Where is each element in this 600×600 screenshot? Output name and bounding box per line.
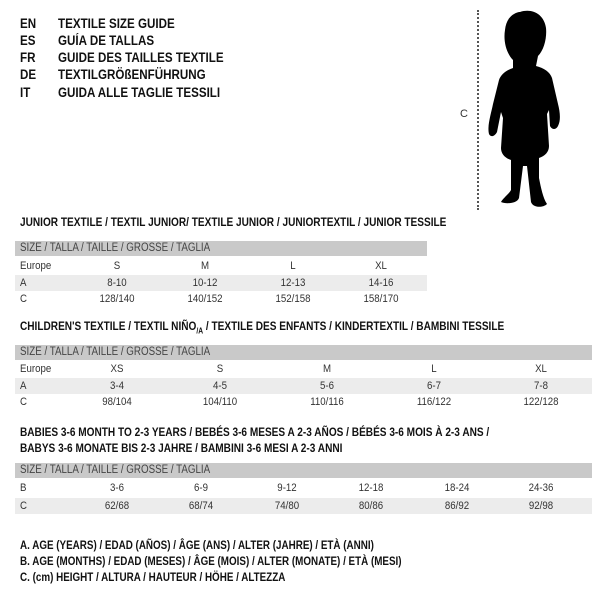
heading-text: CHILDREN'S TEXTILE / TEXTIL NIÑO	[20, 319, 197, 333]
table-cell: 92/98	[528, 500, 554, 512]
table-cell: 24-36	[528, 482, 554, 494]
table-cell: 152/158	[275, 293, 311, 305]
height-measure-line	[477, 10, 479, 210]
footnote-a: A. AGE (YEARS) / EDAD (AÑOS) / ÂGE (ANS)…	[20, 538, 374, 552]
title-text: TEXTILE SIZE GUIDE	[58, 16, 175, 31]
table-cell: M	[200, 260, 210, 272]
row-label: Europe	[20, 363, 52, 375]
table-cell: 3-4	[110, 380, 124, 392]
row-label: A	[20, 277, 27, 289]
table-row: B 3-6 6-9 9-12 12-18 18-24 24-36	[15, 480, 592, 496]
child-silhouette-icon	[488, 10, 560, 207]
footnote-b: B. AGE (MONTHS) / EDAD (MESES) / ÂGE (MO…	[20, 554, 402, 568]
table-row: A 3-4 4-5 5-6 6-7 7-8	[15, 378, 592, 394]
table-cell: S	[216, 363, 224, 375]
table-cell: 10-12	[192, 277, 218, 289]
table-cell: 74/80	[274, 500, 300, 512]
title-text: GUIDA ALLE TAGLIE TESSILI	[58, 85, 221, 100]
table-cell: 7-8	[534, 380, 548, 392]
table-cell: 98/104	[102, 396, 132, 408]
table-cell: 18-24	[444, 482, 470, 494]
height-measure-label: C	[460, 108, 468, 120]
row-label: Europe	[20, 260, 52, 272]
table-row: C 128/140 140/152 152/158 158/170	[15, 291, 427, 307]
table-cell: 122/128	[523, 396, 559, 408]
table-cell: 62/68	[104, 500, 130, 512]
babies-heading-line1: BABIES 3-6 MONTH TO 2-3 YEARS / BEBÉS 3-…	[20, 425, 490, 439]
table-row: Europe S M L XL	[15, 258, 427, 274]
table-cell: 86/92	[444, 500, 470, 512]
table-cell: 5-6	[320, 380, 334, 392]
table-cell: 158/170	[363, 293, 399, 305]
title-text: TEXTILGRÖßENFÜHRUNG	[58, 67, 206, 82]
junior-table-header: SIZE / TALLA / TAILLE / GRÖSSE / TAGLIA	[15, 241, 427, 256]
title-text: GUÍA DE TALLAS	[58, 33, 155, 48]
children-heading: CHILDREN'S TEXTILE / TEXTIL NIÑO/A / TEX…	[20, 319, 504, 338]
table-cell: S	[113, 260, 121, 272]
lang-code: IT	[20, 85, 31, 100]
table-cell: 6-9	[194, 482, 208, 494]
babies-table-header: SIZE / TALLA / TAILLE / GRÖSSE / TAGLIA	[15, 463, 592, 478]
table-cell: XL	[375, 260, 387, 272]
table-cell: 128/140	[99, 293, 135, 305]
heading-text: / TEXTILE DES ENFANTS / KINDERTEXTIL / B…	[203, 319, 505, 333]
row-label: A	[20, 380, 27, 392]
row-label: C	[20, 396, 27, 408]
heading-subscript: /A	[196, 326, 204, 336]
table-cell: XS	[110, 363, 124, 375]
header-label: SIZE / TALLA / TAILLE / GRÖSSE / TAGLIA	[20, 346, 211, 358]
footnote-c: C. (cm) HEIGHT / ALTURA / HAUTEUR / HÖHE…	[20, 570, 286, 584]
table-cell: 9-12	[277, 482, 297, 494]
row-label: C	[20, 500, 27, 512]
header-label: SIZE / TALLA / TAILLE / GRÖSSE / TAGLIA	[20, 464, 211, 476]
row-label: B	[20, 482, 27, 494]
lang-code: ES	[20, 33, 36, 48]
table-row: C 62/68 68/74 74/80 80/86 86/92 92/98	[15, 498, 592, 514]
table-cell: 140/152	[187, 293, 223, 305]
row-label: C	[20, 293, 27, 305]
table-cell: 8-10	[107, 277, 127, 289]
table-cell: 12-13	[280, 277, 306, 289]
babies-heading-line2: BABYS 3-6 MONATE BIS 2-3 JAHRE / BAMBINI…	[20, 441, 343, 455]
table-cell: 104/110	[202, 396, 238, 408]
children-table-header: SIZE / TALLA / TAILLE / GRÖSSE / TAGLIA	[15, 345, 592, 360]
lang-code: EN	[20, 16, 37, 31]
table-cell: 6-7	[427, 380, 441, 392]
header-label: SIZE / TALLA / TAILLE / GRÖSSE / TAGLIA	[20, 242, 211, 254]
table-cell: XL	[535, 363, 547, 375]
lang-code: FR	[20, 50, 36, 65]
title-text: GUIDE DES TAILLES TEXTILE	[58, 50, 224, 65]
table-cell: 80/86	[358, 500, 384, 512]
table-cell: M	[322, 363, 332, 375]
table-cell: 116/122	[416, 396, 452, 408]
table-cell: 4-5	[213, 380, 227, 392]
table-cell: L	[290, 260, 296, 272]
table-cell: 12-18	[358, 482, 384, 494]
lang-code: DE	[20, 67, 37, 82]
junior-heading: JUNIOR TEXTILE / TEXTIL JUNIOR/ TEXTILE …	[20, 215, 447, 229]
table-cell: 3-6	[110, 482, 124, 494]
table-cell: 110/116	[310, 396, 344, 408]
table-row: A 8-10 10-12 12-13 14-16	[15, 275, 427, 291]
table-cell: 68/74	[188, 500, 214, 512]
table-row: C 98/104 104/110 110/116 116/122 122/128	[15, 394, 592, 410]
table-row: Europe XS S M L XL	[15, 361, 592, 377]
table-cell: 14-16	[368, 277, 394, 289]
table-cell: L	[431, 363, 437, 375]
